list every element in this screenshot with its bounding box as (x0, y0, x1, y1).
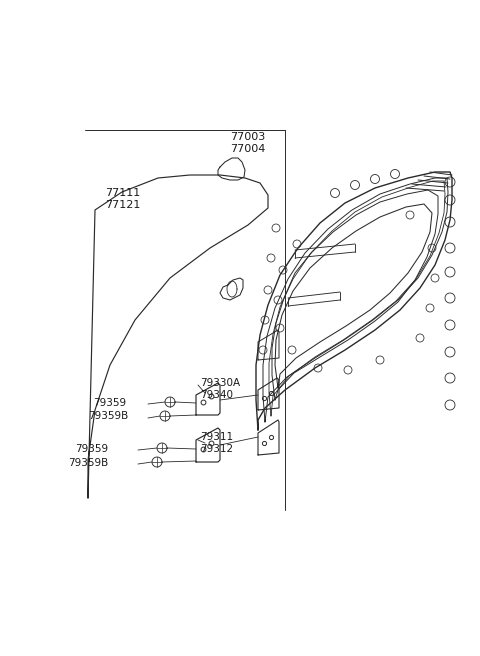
Text: 79359B: 79359B (68, 458, 108, 468)
Text: 79311
79312: 79311 79312 (200, 432, 233, 454)
Text: 79359B: 79359B (88, 411, 128, 421)
Text: 77003
77004: 77003 77004 (230, 132, 266, 154)
Text: 77111
77121: 77111 77121 (105, 188, 140, 210)
Text: 79330A
79340: 79330A 79340 (200, 378, 240, 400)
Text: 79359: 79359 (93, 398, 126, 408)
Text: 79359: 79359 (75, 444, 108, 454)
